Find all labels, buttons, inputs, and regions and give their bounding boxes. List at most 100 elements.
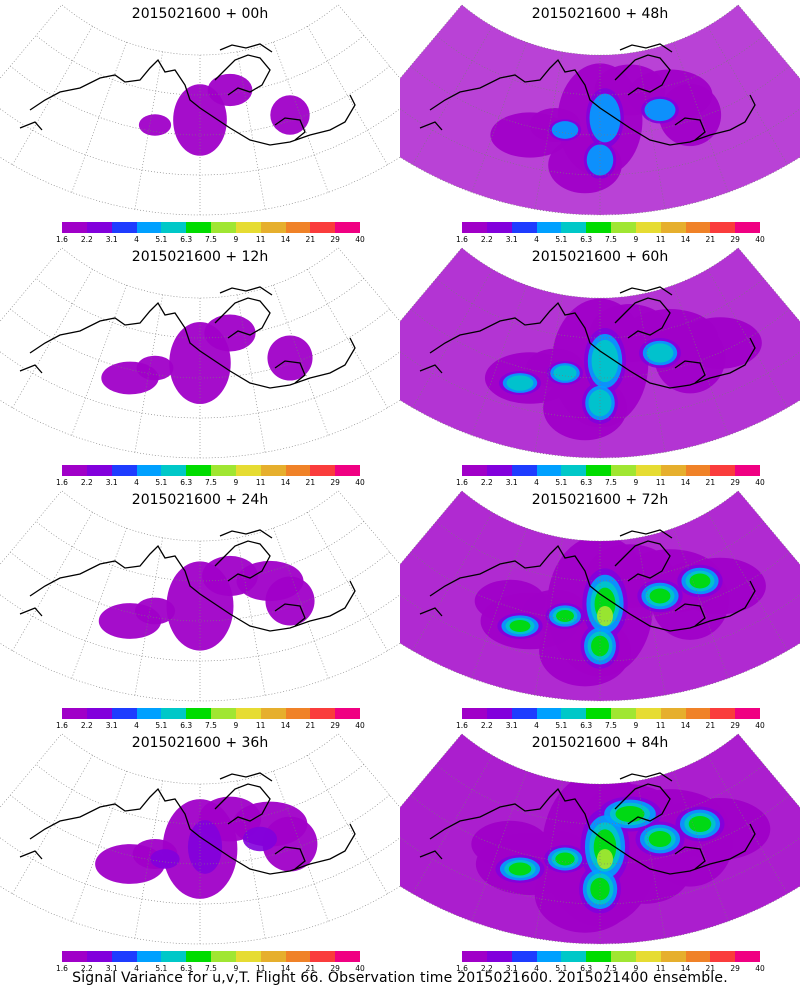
colorbar-swatch (211, 708, 237, 719)
colorbar: 1.6 2.2 3.1 4 5.1 6.3 7.5 9 11 14 21 29 40 (56, 708, 365, 730)
colorbar-tick-label: 1.6 (56, 721, 68, 730)
colorbar-swatch (136, 222, 162, 233)
colorbar-tick-label: 1.6 (456, 478, 468, 487)
colorbar-tick-label: 5.1 (555, 721, 568, 730)
colorbar-tick-label: 5.1 (555, 964, 568, 973)
colorbar-tick-label: 3.1 (105, 235, 118, 244)
panel-title: 2015021600 + 72h (531, 492, 669, 508)
colorbar-swatch (561, 708, 587, 719)
map-panel: 2015021600 + 48h 1.6 2.2 3.1 4 5.1 6.3 7.5 9 11 14… (400, 0, 800, 244)
colorbar-swatch (211, 222, 237, 233)
colorbar-swatch (660, 465, 686, 476)
colorbar-tick-label: 1.6 (456, 964, 468, 973)
colorbar-swatch (536, 708, 562, 719)
colorbar-swatch (486, 708, 513, 719)
colorbar-swatch (611, 951, 637, 962)
colorbar-swatch (685, 465, 711, 476)
colorbar-swatch (136, 951, 162, 962)
colorbar-swatch (710, 222, 736, 233)
colorbar-tick-label: 9 (633, 235, 639, 244)
colorbar-swatch (536, 222, 562, 233)
colorbar-swatch (285, 465, 311, 476)
colorbar-swatch (285, 708, 311, 719)
colorbar-swatch (685, 951, 711, 962)
colorbar-swatch (611, 465, 637, 476)
colorbar-tick-label: 9 (233, 235, 239, 244)
colorbar-tick-label: 7.5 (205, 721, 217, 730)
colorbar-tick-label: 21 (705, 964, 716, 973)
colorbar-tick-label: 4 (534, 721, 539, 730)
colorbar-swatch (335, 708, 361, 719)
colorbar-swatch (211, 465, 237, 476)
colorbar-swatch (710, 708, 736, 719)
colorbar-swatch (635, 222, 662, 233)
colorbar-tick-label: 7.5 (605, 721, 617, 730)
map-panel: 2015021600 + 84h 1.6 2.2 3.1 4 5.1 6.3 7.5 9 11 14… (400, 729, 800, 973)
colorbar-swatch (310, 708, 336, 719)
colorbar-swatch (335, 951, 361, 962)
variance-map (0, 733, 400, 945)
colorbar-swatch (735, 951, 761, 962)
panel-title: 2015021600 + 00h (131, 6, 269, 22)
colorbar-swatch (635, 951, 662, 962)
variance-map (0, 490, 400, 702)
colorbar-tick-label: 11 (255, 964, 266, 973)
colorbar-swatch (462, 465, 488, 476)
colorbar-tick-label: 3.1 (105, 964, 118, 973)
colorbar-tick-label: 3.1 (505, 478, 518, 487)
colorbar-swatch (561, 465, 587, 476)
colorbar-tick-label: 1.6 (456, 235, 468, 244)
colorbar-tick-label: 2.2 (480, 235, 493, 244)
panel-title: 2015021600 + 24h (131, 492, 269, 508)
colorbar-swatch (561, 222, 587, 233)
colorbar-swatch (710, 465, 736, 476)
colorbar-tick-label: 2.2 (480, 964, 493, 973)
colorbar-tick-label: 40 (755, 721, 765, 730)
colorbar-swatch (635, 708, 662, 719)
map-panel: 2015021600 + 36h 1.6 2.2 3.1 4 5.1 6.3 7.5 9 11 14… (0, 729, 400, 973)
colorbar-swatch (86, 708, 113, 719)
colorbar-tick-label: 4 (534, 235, 539, 244)
colorbar: 1.6 2.2 3.1 4 5.1 6.3 7.5 9 11 14 21 29 40 (56, 222, 365, 244)
colorbar-swatch (235, 222, 262, 233)
colorbar-swatch (285, 222, 311, 233)
colorbar-swatch (310, 465, 336, 476)
map-panel: 2015021600 + 24h 1.6 2.2 3.1 4 5.1 6.3 7.5 9 11 14… (0, 486, 400, 730)
colorbar-tick-label: 40 (755, 478, 765, 487)
map-panel: 2015021600 + 00h 1.6 2.2 3.1 4 5.1 6.3 7.5 9 11 14… (0, 0, 400, 244)
colorbar-swatch (111, 708, 137, 719)
colorbar-swatch (136, 465, 162, 476)
colorbar-swatch (161, 465, 187, 476)
variance-map (400, 733, 800, 945)
colorbar-tick-label: 1.6 (456, 721, 468, 730)
colorbar: 1.6 2.2 3.1 4 5.1 6.3 7.5 9 11 14 21 29 40 (456, 951, 765, 973)
colorbar-swatch (62, 708, 88, 719)
colorbar-swatch (260, 708, 286, 719)
colorbar-swatch (586, 465, 612, 476)
colorbar-swatch (186, 222, 212, 233)
colorbar-tick-label: 7.5 (205, 478, 217, 487)
coastline (419, 529, 756, 632)
panel-title: 2015021600 + 60h (531, 249, 669, 265)
colorbar-tick-label: 21 (305, 235, 316, 244)
colorbar-tick-label: 2.2 (480, 478, 493, 487)
colorbar-tick-label: 1.6 (56, 235, 68, 244)
colorbar-swatch (611, 222, 637, 233)
colorbar-swatch (260, 951, 286, 962)
colorbar-tick-label: 21 (305, 964, 316, 973)
colorbar-swatch (335, 465, 361, 476)
colorbar: 1.6 2.2 3.1 4 5.1 6.3 7.5 9 11 14 21 29 40 (56, 951, 365, 973)
colorbar-swatch (660, 222, 686, 233)
coastline (419, 286, 756, 389)
colorbar-swatch (335, 222, 361, 233)
colorbar-tick-label: 9 (233, 964, 239, 973)
colorbar-swatch (86, 951, 113, 962)
colorbar-tick-label: 11 (255, 721, 266, 730)
colorbar-tick-label: 11 (655, 964, 666, 973)
colorbar-tick-label: 40 (355, 721, 365, 730)
colorbar-swatch (111, 222, 137, 233)
colorbar-tick-label: 29 (330, 235, 340, 244)
colorbar-swatch (660, 708, 686, 719)
colorbar-swatch (186, 465, 212, 476)
colorbar-tick-label: 11 (655, 235, 666, 244)
